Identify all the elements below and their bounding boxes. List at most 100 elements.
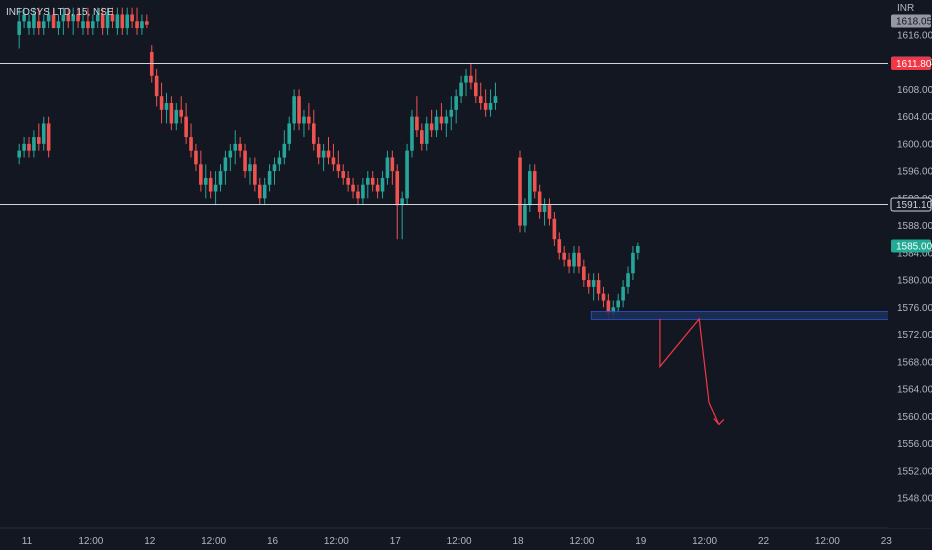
candle <box>434 109 439 138</box>
candle-body <box>474 82 478 97</box>
candle <box>341 164 346 185</box>
candle <box>336 150 341 178</box>
candle <box>253 157 257 192</box>
candle <box>257 177 262 206</box>
candle <box>272 157 277 185</box>
candle <box>532 164 537 199</box>
candle-body <box>434 116 439 131</box>
candle-body <box>257 184 262 199</box>
candle <box>159 82 164 124</box>
candle-body <box>601 293 606 301</box>
candle-body <box>32 14 36 29</box>
candle-body <box>415 116 419 131</box>
candle <box>145 14 149 29</box>
time-tick-label: 12:00 <box>447 536 472 547</box>
price-tick-label: 1584.00 <box>897 248 932 259</box>
price-tick-label: 1556.00 <box>897 439 932 450</box>
candle-body <box>115 14 120 29</box>
price-tick-label: 1588.00 <box>897 221 932 232</box>
price-tag: 1611.80 <box>891 57 932 71</box>
candle <box>464 68 468 97</box>
price-tick-label: 1564.00 <box>897 385 932 396</box>
candle-body <box>616 300 620 308</box>
candle <box>346 171 350 192</box>
candle <box>233 130 238 165</box>
candle <box>459 75 463 104</box>
candle-body <box>572 252 576 267</box>
candle-body <box>439 116 444 124</box>
candle <box>184 103 188 144</box>
candle <box>321 143 326 172</box>
candle <box>37 123 41 151</box>
candle <box>130 7 134 29</box>
candle <box>316 137 321 165</box>
candle-body <box>81 21 85 29</box>
price-tag-text: 1618.05 <box>896 16 932 27</box>
candle <box>621 280 625 308</box>
candle-body <box>483 103 488 110</box>
candle-body <box>17 21 21 35</box>
candle-body <box>346 177 350 185</box>
candle <box>356 184 360 206</box>
candle <box>547 198 552 226</box>
price-tag-box <box>891 57 931 71</box>
candle-body <box>100 14 105 29</box>
candle-body <box>395 171 400 206</box>
candle <box>100 7 105 35</box>
candle <box>27 137 31 158</box>
candle <box>125 7 129 35</box>
candle-body <box>449 109 454 117</box>
candle <box>32 7 36 35</box>
candle-body <box>292 96 296 124</box>
candle <box>582 259 586 287</box>
price-tick-label: 1572.00 <box>897 330 932 341</box>
candle-body <box>174 109 179 124</box>
candle-body <box>51 14 56 29</box>
candle-body <box>41 123 46 144</box>
candle-body <box>154 75 159 97</box>
candle-body <box>336 164 341 172</box>
candle <box>601 286 606 308</box>
candle-body <box>606 300 611 315</box>
candle <box>66 7 71 29</box>
candle <box>135 7 139 35</box>
price-tag: 1618.05 <box>891 14 932 28</box>
candle-body <box>27 143 31 151</box>
candle-body <box>189 137 193 151</box>
candle <box>326 137 331 165</box>
candle-body <box>194 150 198 165</box>
candle <box>95 7 100 29</box>
candle <box>449 96 454 131</box>
candle <box>292 89 296 131</box>
candle <box>91 14 95 35</box>
candle-body <box>370 177 375 185</box>
candle-body <box>532 171 537 192</box>
candle <box>420 123 424 151</box>
candle-body <box>248 164 252 172</box>
price-axis-area[interactable] <box>888 0 932 528</box>
candle-body <box>91 21 95 29</box>
candle <box>469 62 473 90</box>
price-tag-box <box>890 197 932 212</box>
candle-body <box>37 21 41 29</box>
candle <box>140 14 144 35</box>
candle <box>189 123 193 158</box>
candle-body <box>552 218 557 240</box>
candle-body <box>130 14 134 22</box>
time-tick-label: 19 <box>635 536 647 547</box>
candle-body <box>125 14 129 29</box>
candle-body <box>95 14 100 22</box>
price-tick-label: 1608.00 <box>897 85 932 96</box>
candle <box>228 143 233 172</box>
candle <box>76 7 80 29</box>
candle-body <box>272 164 277 172</box>
candle <box>56 14 61 35</box>
candle <box>282 130 287 165</box>
candle-body <box>37 137 41 144</box>
candle <box>385 150 390 185</box>
candle <box>46 116 51 158</box>
candle-body <box>282 143 287 158</box>
candle <box>27 14 31 35</box>
candle <box>86 7 90 35</box>
